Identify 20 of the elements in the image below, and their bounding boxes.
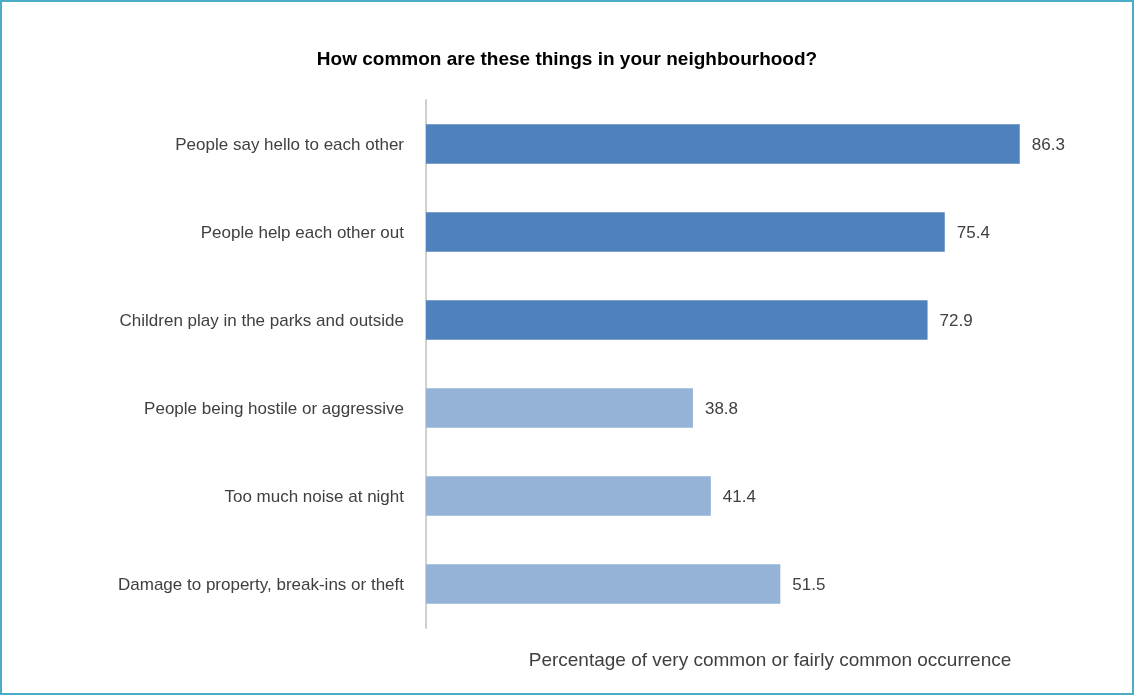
x-axis-title: Percentage of very common or fairly common occurrence [528, 649, 1012, 670]
bar [426, 564, 781, 604]
bar [426, 124, 1020, 164]
y-tick-label: People being hostile or aggressive [144, 398, 404, 418]
data-label: 75.4 [956, 222, 990, 242]
data-label: 41.4 [722, 486, 756, 506]
data-label: 86.3 [1031, 134, 1065, 154]
y-tick-label: Children play in the parks and outside [119, 310, 404, 330]
bar [426, 476, 711, 516]
y-tick-label: People help each other out [200, 222, 405, 242]
y-tick-label: Too much noise at night [224, 486, 405, 506]
y-tick-label: People say hello to each other [175, 134, 405, 154]
data-label: 72.9 [939, 310, 973, 330]
bar [426, 212, 945, 252]
bar [426, 388, 693, 428]
bar [426, 300, 928, 340]
chart-title: How common are these things in your neighbourhood? [316, 48, 818, 69]
y-tick-label: Damage to property, break-ins or theft [118, 574, 405, 594]
data-label: 51.5 [792, 574, 826, 594]
data-label: 38.8 [704, 398, 739, 418]
